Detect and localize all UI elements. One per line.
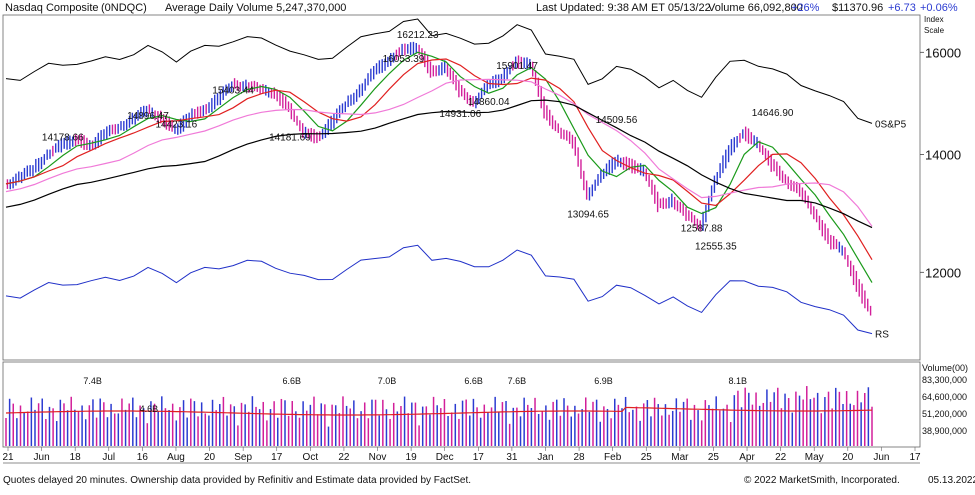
volume-annotation: 4.6B — [140, 404, 159, 414]
footer-copyright: © 2022 MarketSmith, Incorporated. — [744, 475, 900, 486]
price-annotation: 14423.16 — [156, 120, 198, 131]
date-tick-label: Oct — [303, 452, 319, 463]
volume-annotation: 6.9B — [594, 376, 613, 386]
ma-40-line — [5, 78, 873, 227]
volume-annotation: 7.6B — [508, 376, 527, 386]
date-tick-label: May — [805, 452, 824, 463]
date-tick-label: Mar — [671, 452, 689, 463]
date-tick-label: 16 — [137, 452, 149, 463]
price-annotation: 15901.47 — [496, 61, 538, 72]
date-tick-label: Dec — [436, 452, 454, 463]
price-annotation: 12555.35 — [695, 242, 737, 253]
date-tick-label: 17 — [473, 452, 485, 463]
price-panel-frame — [2, 14, 921, 361]
volume-tick-label: 64,600,000 — [922, 392, 967, 402]
volume-annotation: 7.0B — [378, 376, 397, 386]
date-tick-label: Sep — [234, 452, 252, 463]
date-tick-label: Feb — [604, 452, 622, 463]
date-tick-label: Apr — [739, 452, 755, 463]
price-tick-label: 12000 — [925, 265, 961, 280]
date-tick-label: 22 — [775, 452, 787, 463]
price-annotation: 15403.44 — [212, 85, 254, 96]
volume-tick-label: 51,200,000 — [922, 409, 967, 419]
date-tick-label: Jun — [34, 452, 50, 463]
date-tick-label: 25 — [641, 452, 653, 463]
price-tick-label: 14000 — [925, 147, 961, 162]
date-tick-label: 20 — [204, 452, 216, 463]
index-symbol: (0NDQC) — [101, 2, 147, 14]
volume-annotation: 7.4B — [83, 376, 102, 386]
sp-line-label: 0S&P5 — [875, 119, 907, 130]
footer-date: 05.13.2022 — [928, 475, 975, 486]
date-tick-label: Aug — [167, 452, 185, 463]
date-tick-label: Jun — [873, 452, 889, 463]
price-annotation: 14931.06 — [439, 109, 481, 120]
ma-21-line — [5, 58, 873, 261]
last-price: $11370.96 — [832, 2, 884, 14]
avg-volume: Average Daily Volume 5,247,370,000 — [165, 2, 347, 14]
date-tick-label: 22 — [338, 452, 350, 463]
last-updated: Last Updated: 9:38 AM ET 05/13/22 — [536, 2, 711, 14]
index-scale-label: Index Scale — [924, 15, 945, 35]
date-tick-label: 25 — [708, 452, 720, 463]
price-annotation: 16053.39 — [383, 54, 425, 65]
ma-200-line — [5, 99, 873, 229]
volume-annotation: 6.6B — [464, 376, 483, 386]
sp-relative-line — [5, 18, 873, 124]
price-annotation: 13094.65 — [567, 210, 609, 221]
price-annotation: 14646.90 — [752, 108, 794, 119]
date-tick-label: 19 — [406, 452, 418, 463]
volume-annotation: 6.6B — [283, 376, 302, 386]
price-annotation: 14178.66 — [42, 133, 84, 144]
footer-disclaimer: Quotes delayed 20 minutes. Ownership dat… — [3, 475, 472, 486]
price-annotation: 14860.04 — [468, 97, 510, 108]
date-tick-label: Jul — [102, 452, 115, 463]
price-annotation: 14181.69 — [269, 133, 311, 144]
volume-annotation: 8.1B — [729, 376, 748, 386]
date-tick-label: Nov — [369, 452, 387, 463]
date-tick-label: 20 — [842, 452, 854, 463]
date-tick-label: Jan — [537, 452, 553, 463]
volume-tick-label: 83,300,000 — [922, 375, 967, 385]
date-tick-label: 17 — [271, 452, 283, 463]
date-tick-label: 31 — [506, 452, 518, 463]
index-title: Nasdaq Composite — [5, 2, 99, 14]
price-annotation: 14896.47 — [127, 111, 169, 122]
volume-change: +26% — [791, 2, 820, 14]
price-annotation: 12587.88 — [681, 224, 723, 235]
volume-panel-frame — [2, 361, 921, 448]
date-tick-label: 18 — [70, 452, 82, 463]
date-tick-label: 21 — [2, 452, 14, 463]
volume-average-line — [5, 406, 872, 416]
volume-bars — [5, 386, 873, 446]
date-tick-label: 28 — [574, 452, 586, 463]
rs-line — [5, 244, 873, 335]
price-tick-label: 16000 — [925, 45, 961, 60]
rs-line-label: RS — [875, 330, 889, 341]
price-annotation: 16212.23 — [397, 30, 439, 41]
price-annotation: 14509.56 — [596, 115, 638, 126]
price-change: +6.73 — [888, 2, 916, 14]
date-tick-label: 17 — [909, 452, 921, 463]
current-volume: Volume 66,092,800 — [708, 2, 803, 14]
volume-axis-label: Volume(00) — [922, 363, 968, 373]
price-change-pct: +0.06% — [920, 2, 958, 14]
volume-tick-label: 38,900,000 — [922, 426, 967, 436]
